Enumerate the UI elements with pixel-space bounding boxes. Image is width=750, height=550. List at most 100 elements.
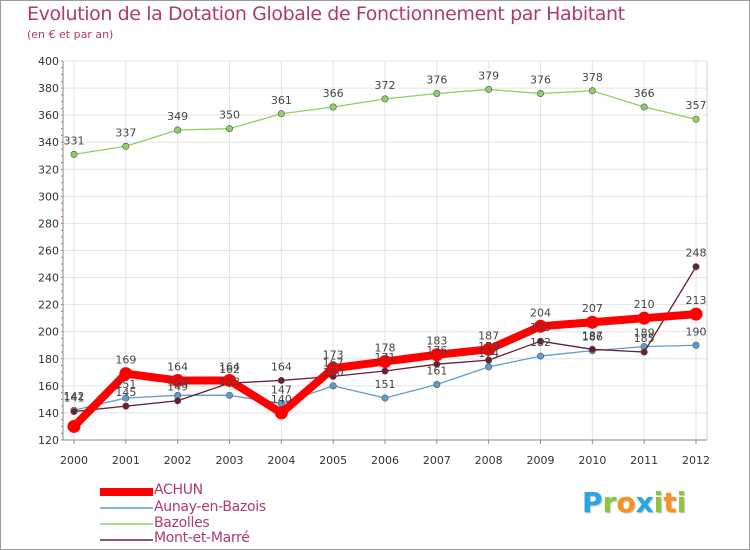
point-bazolles-2011 [640, 103, 648, 111]
y-tick-label-220: 220 [38, 299, 59, 312]
logo-letter-2: o [616, 486, 636, 519]
point-achun-2012 [689, 307, 703, 321]
y-tick-label-400: 400 [38, 55, 59, 68]
axes: 120 140 160 180 200 220 240 260 280 300 320 340 360 3… [38, 55, 710, 467]
point-bazolles-2009 [536, 89, 544, 97]
point-achun-2000 [67, 419, 81, 433]
data-label-2001-16: 151 [115, 378, 136, 391]
data-label-2009-41: 182 [530, 336, 551, 349]
point-achun-2011 [637, 311, 651, 325]
data-label-2004-26: 140 [271, 393, 292, 406]
data-label-2008-8: 379 [478, 69, 499, 82]
data-label-2002-18: 164 [167, 360, 188, 373]
chart-subtitle: (en € et par an) [27, 28, 114, 41]
data-label-2011-47: 185 [634, 332, 655, 345]
data-label-2003-23: 153 [219, 375, 240, 388]
point-mont-et-marre-2001 [122, 402, 130, 410]
data-label-2007-34: 176 [426, 344, 447, 357]
point-bazolles-2006 [381, 95, 389, 103]
point-aunay-en-bazois-2012 [692, 341, 700, 349]
data-label-2006-32: 151 [375, 378, 396, 391]
logo-letter-6: i [676, 486, 687, 519]
point-aunay-en-bazois-2008 [485, 363, 493, 371]
x-tick-label-2010: 2010 [578, 454, 606, 467]
x-tick-label-2002: 2002 [164, 454, 192, 467]
point-mont-et-marre-2006 [381, 367, 389, 375]
data-label-2005-29: 160 [323, 366, 344, 379]
data-label-2006-31: 171 [375, 351, 396, 364]
x-tick-label-2007: 2007 [423, 454, 451, 467]
data-label-2009-39: 204 [530, 306, 551, 319]
logo-letter-5: t [663, 486, 677, 519]
y-tick-label-120: 120 [38, 434, 59, 447]
data-label-2012-12: 357 [686, 99, 707, 112]
data-label-2000-13: 142 [64, 390, 85, 403]
data-label-2001-15: 169 [115, 354, 136, 367]
legend-swatches [100, 488, 153, 541]
data-label-2012-50: 190 [686, 325, 707, 338]
point-bazolles-2000 [70, 150, 78, 158]
point-achun-2008 [482, 342, 496, 356]
y-tick-label-360: 360 [38, 109, 59, 122]
y-tick-label-300: 300 [38, 190, 59, 203]
point-achun-2001 [119, 367, 133, 381]
legend-label-achun: ACHUN [154, 482, 203, 498]
point-bazolles-2004 [277, 110, 285, 118]
point-bazolles-2001 [122, 142, 130, 150]
data-label-2004-24: 164 [271, 360, 292, 373]
data-label-2006-6: 372 [375, 79, 396, 92]
data-label-2005-27: 173 [323, 348, 344, 361]
data-label-2009-9: 376 [530, 73, 551, 86]
point-achun-2009 [534, 319, 547, 333]
data-label-2010-10: 378 [582, 71, 603, 84]
x-tick-label-2000: 2000 [60, 454, 88, 467]
legend-label-mont-et-marre: Mont-et-Marré [154, 530, 250, 546]
data-label-2000-14: 141 [64, 392, 85, 405]
y-tick-label-320: 320 [38, 163, 59, 176]
point-achun-2007 [430, 348, 444, 362]
logo-letter-1: r [602, 486, 617, 519]
legend-label-bazolles: Bazolles [154, 515, 210, 531]
data-label-2011-46: 189 [634, 327, 655, 340]
data-label-2002-19: 153 [167, 375, 188, 388]
point-bazolles-2008 [485, 85, 493, 93]
y-tick-label-380: 380 [38, 82, 59, 95]
legend-label-aunay-en-bazois: Aunay-en-Bazois [154, 499, 266, 515]
point-aunay-en-bazois-2009 [536, 352, 544, 360]
data-label-2009-40: 193 [530, 321, 551, 334]
y-tick-label-180: 180 [38, 353, 59, 366]
point-bazolles-2007 [433, 89, 441, 97]
point-aunay-en-bazois-2003 [226, 391, 234, 399]
point-achun-2005 [326, 361, 340, 375]
point-aunay-en-bazois-2005 [329, 382, 337, 390]
data-label-2002-2: 349 [167, 110, 188, 123]
x-tick-label-2003: 2003 [216, 454, 244, 467]
logo-letter-3: x [635, 486, 654, 519]
point-mont-et-marre-2010 [588, 345, 596, 353]
data-label-2010-43: 187 [582, 329, 603, 342]
y-tick-label-240: 240 [38, 272, 59, 285]
x-tick-label-2001: 2001 [112, 454, 140, 467]
data-label-2011-45: 210 [634, 298, 655, 311]
y-tick-label-260: 260 [38, 245, 59, 258]
x-tick-label-2009: 2009 [527, 454, 555, 467]
point-aunay-en-bazois-2007 [433, 381, 441, 389]
data-label-2010-44: 186 [582, 331, 603, 344]
point-achun-2004 [274, 406, 288, 420]
data-label-2003-22: 162 [219, 363, 240, 376]
x-tick-label-2006: 2006 [371, 454, 399, 467]
data-label-2005-28: 167 [323, 356, 344, 369]
point-achun-2010 [585, 315, 599, 329]
chart-title: Evolution de la Dotation Globale de Fonc… [27, 3, 625, 25]
series-layer [67, 85, 703, 433]
logo-letter-0: P [582, 486, 603, 519]
data-label-2012-48: 248 [686, 247, 707, 260]
y-tick-label-200: 200 [38, 326, 59, 339]
point-mont-et-marre-2009 [536, 337, 544, 345]
data-label-2004-4: 361 [271, 94, 292, 107]
y-tick-label-160: 160 [38, 380, 59, 393]
point-aunay-en-bazois-2006 [381, 394, 389, 402]
data-labels: 331 337 349 350 361 366 372 376 379 376 378 366 357 1… [64, 69, 707, 406]
point-bazolles-2005 [329, 103, 337, 111]
